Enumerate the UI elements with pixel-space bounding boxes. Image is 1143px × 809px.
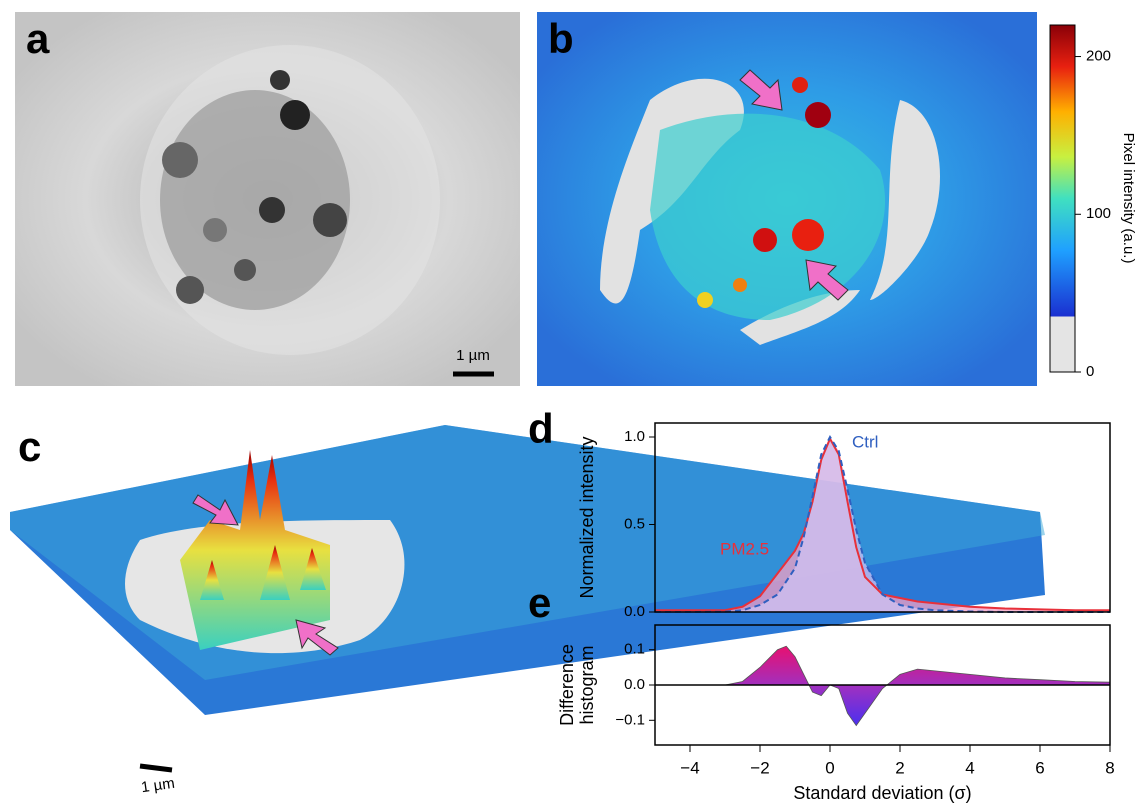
panel-a-image	[15, 12, 520, 386]
series-label: Ctrl	[852, 432, 878, 451]
x-tick-label: 0	[825, 758, 834, 777]
colorbar-tick-label: 100	[1086, 205, 1111, 222]
series-line	[655, 434, 1110, 613]
panel-label: d	[528, 405, 554, 452]
panel-label: b	[548, 15, 574, 62]
colorbar	[1049, 24, 1076, 373]
y-axis-label: Normalized intensity	[577, 436, 597, 598]
y-tick-label: 0.1	[624, 641, 645, 658]
y-tick-label: 0.0	[624, 676, 645, 693]
panel-b-image	[537, 12, 1037, 386]
panel-label: a	[26, 15, 50, 62]
scale-bar-label: 1 µm	[140, 775, 176, 797]
y-tick-label: 1.0	[624, 428, 645, 445]
x-tick-label: −4	[680, 758, 699, 777]
arrow	[805, 259, 849, 301]
y-tick-label: 0.5	[624, 515, 645, 532]
arrow	[192, 494, 239, 526]
panel-label: c	[18, 423, 41, 470]
x-tick-label: 6	[1035, 758, 1044, 777]
x-tick-label: −2	[750, 758, 769, 777]
y-axis-label: histogram	[577, 645, 597, 724]
colorbar-label: Pixel intensity (a.u.)	[1120, 133, 1137, 264]
y-axis-label: Difference	[557, 644, 577, 726]
panel-c-surface	[10, 425, 1045, 715]
colorbar-tick-label: 200	[1086, 48, 1111, 65]
panel-label: e	[528, 579, 551, 626]
difference-area	[655, 645, 1111, 727]
scale-bar	[139, 763, 173, 773]
y-tick-label: 0.0	[624, 603, 645, 620]
colorbar-tick-label: 0	[1086, 363, 1094, 380]
x-tick-label: 2	[895, 758, 904, 777]
arrow	[739, 69, 783, 111]
plot-frame	[654, 422, 1111, 613]
x-axis-label: Standard deviation (σ)	[793, 783, 971, 803]
arrow	[295, 619, 339, 656]
series-label: PM2.5	[720, 539, 769, 558]
y-tick-label: −0.1	[615, 711, 645, 728]
series-line	[655, 436, 1110, 612]
scale-bar-label: 1 µm	[456, 347, 490, 364]
x-tick-label: 4	[965, 758, 974, 777]
x-tick-label: 8	[1105, 758, 1114, 777]
